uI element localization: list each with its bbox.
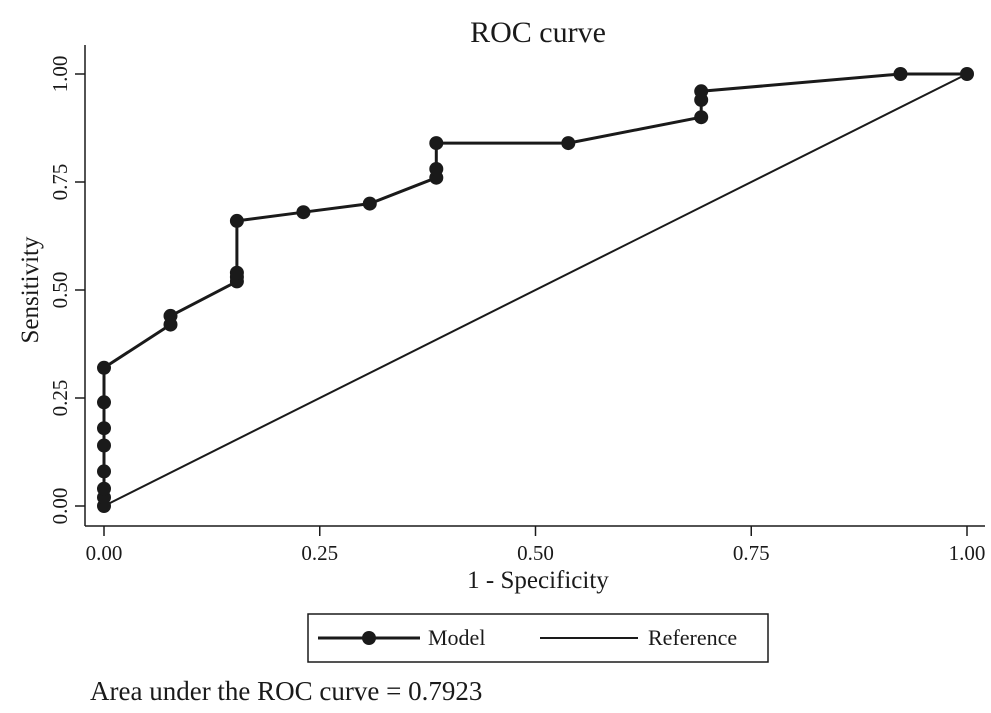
legend-reference-label: Reference [648,625,737,650]
legend: Model Reference [307,613,769,663]
model-point [561,136,576,151]
model-point [296,205,311,220]
x-tick-label: 0.50 [517,541,554,565]
model-point [960,67,974,81]
auc-annotation: Area under the ROC curve = 0.7923 [90,676,482,706]
y-axis-title: Sensitivity [17,236,44,343]
x-tick-label: 0.25 [301,541,338,565]
model-point [229,265,244,280]
x-tick-label: 0.00 [86,541,123,565]
y-tick-label: 0.25 [48,380,72,417]
model-point [429,162,444,176]
y-tick-label: 0.00 [48,488,72,525]
reference-series-line [103,73,968,507]
x-tick-label: 1.00 [949,541,986,565]
plot-frame [85,45,985,526]
model-point [97,421,111,436]
legend-model-marker [362,631,376,645]
model-point [694,84,709,99]
y-tick-label: 0.50 [48,272,72,309]
model-point [694,110,709,125]
model-point [97,438,111,453]
plot-area [85,45,985,526]
series-layer [97,67,974,513]
y-tick-label: 0.75 [48,164,72,201]
x-axis-title: 1 - Specificity [467,567,609,594]
axes: 0.00 0.25 0.50 0.75 1.00 0.00 0.25 0.50 0.75 1.00 [48,45,985,565]
legend-model-label: Model [428,625,485,650]
model-point [97,464,111,479]
y-tick-label: 1.00 [48,56,72,93]
model-point [229,213,244,228]
model-point [429,136,444,151]
model-point [97,481,111,496]
model-point [893,67,908,81]
model-point [362,196,377,211]
x-tick-label: 0.75 [733,541,770,565]
model-point [163,308,178,323]
model-point [97,360,111,375]
model-point [97,395,111,410]
chart-title: ROC curve [470,16,606,49]
